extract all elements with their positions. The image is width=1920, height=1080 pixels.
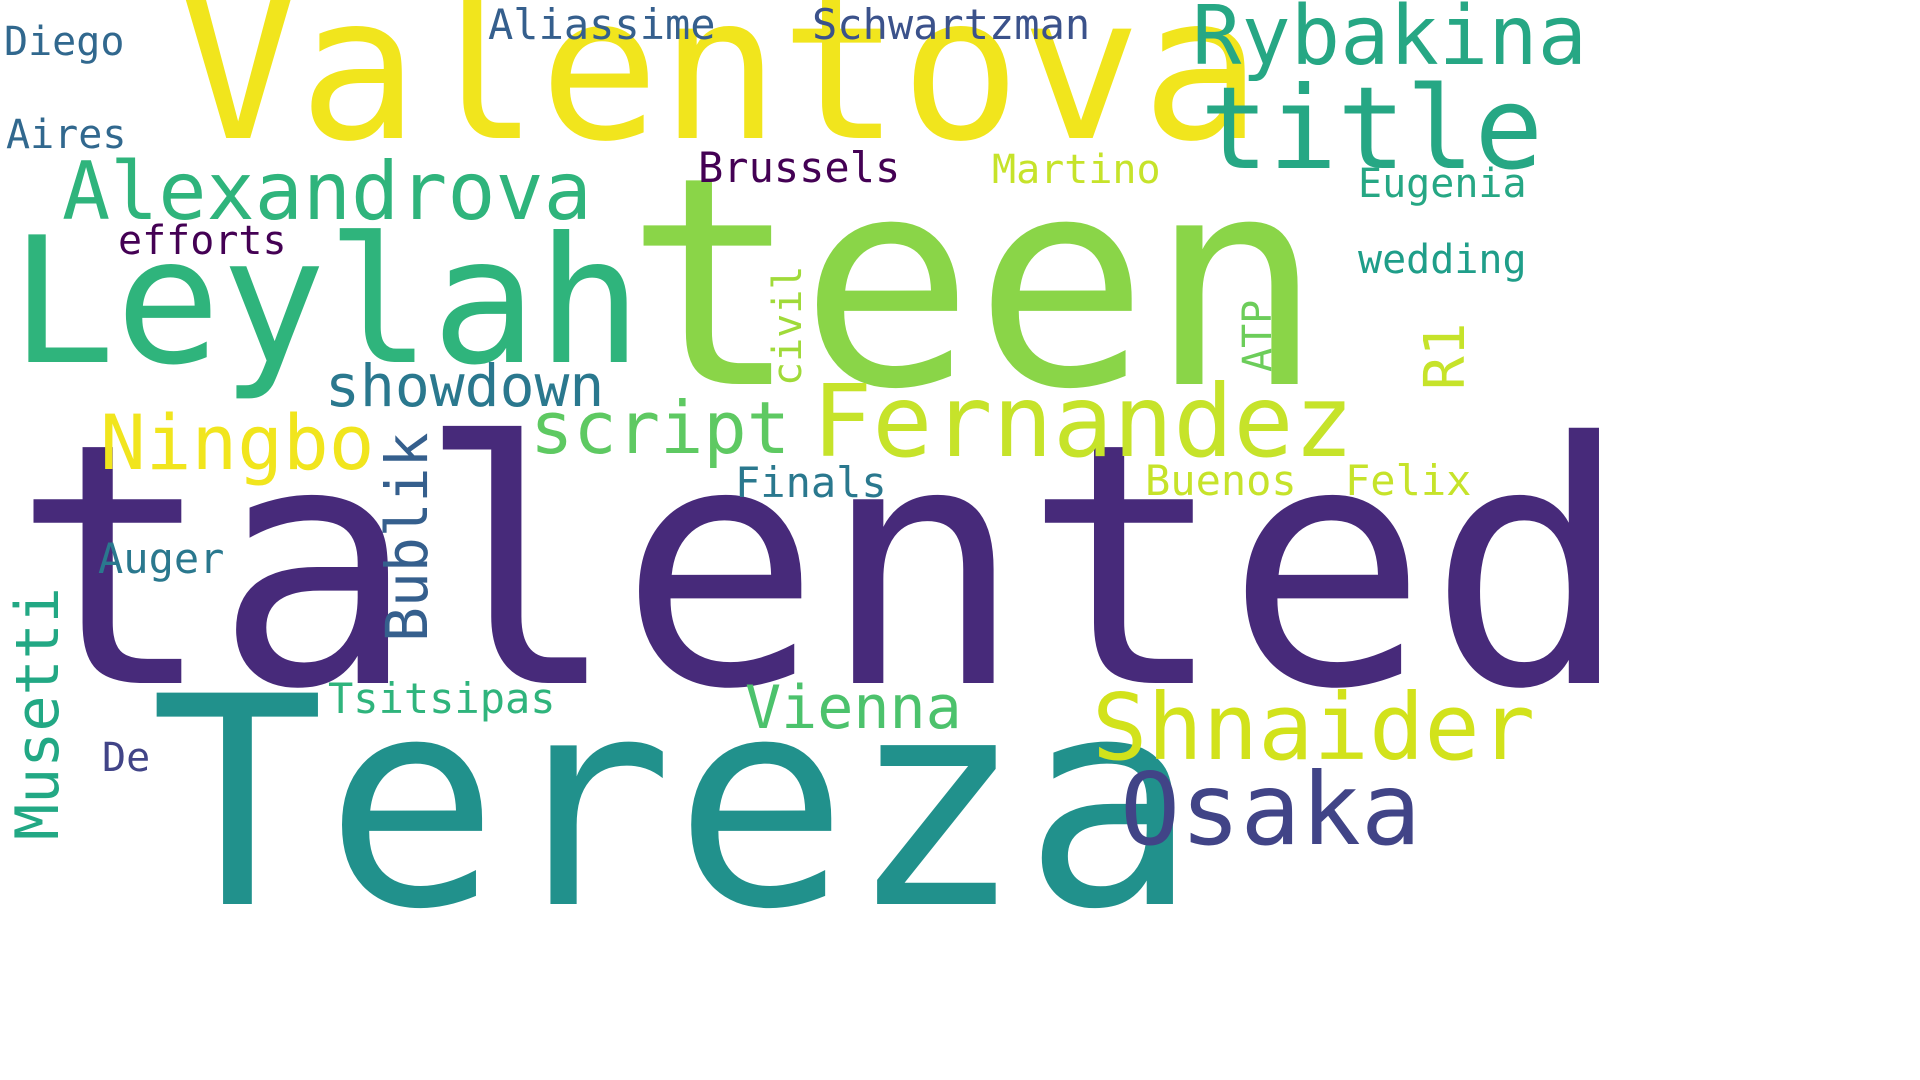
- word-auger: Auger: [98, 534, 225, 583]
- word-rybakina: Rybakina: [1192, 0, 1587, 84]
- word-buenos: Buenos: [1145, 456, 1297, 505]
- word-musetti: Musetti: [3, 587, 73, 840]
- word-de: De: [102, 735, 151, 781]
- word-felix: Felix: [1345, 456, 1472, 505]
- word-bublik: Bublik: [373, 432, 441, 642]
- word-ningbo: Ningbo: [100, 398, 375, 487]
- word-aliassime: Aliassime: [488, 0, 716, 49]
- word-teen: teen: [625, 116, 1324, 453]
- word-schwartzman: Schwartzman: [812, 0, 1091, 49]
- word-tereza: Tereza: [150, 636, 1198, 973]
- word-civil: civil: [765, 265, 811, 386]
- word-script: script: [530, 386, 791, 470]
- word-shnaider: Shnaider: [1092, 674, 1536, 781]
- word-wedding: wedding: [1358, 237, 1527, 283]
- word-valentova: Valentova: [178, 0, 1262, 186]
- word-martino: Martino: [992, 147, 1161, 193]
- word-aires: Aires: [6, 112, 127, 158]
- word-efforts: efforts: [118, 218, 287, 264]
- word-atp: ATP: [1235, 299, 1281, 372]
- word-vienna: Vienna: [745, 673, 962, 743]
- word-diego: Diego: [4, 19, 125, 65]
- word-finals: Finals: [735, 458, 887, 507]
- word-talented: talented: [12, 372, 1631, 763]
- word-fernandez: Fernandez: [812, 363, 1354, 480]
- word-brussels: Brussels: [698, 143, 901, 192]
- word-eugenia: Eugenia: [1358, 161, 1527, 207]
- word-tsitsipas: Tsitsipas: [328, 674, 556, 723]
- word-showdown: showdown: [325, 352, 605, 420]
- word-leylah: Leylah: [10, 201, 643, 404]
- word-title: title: [1200, 62, 1544, 195]
- word-alexandrova: Alexandrova: [62, 145, 592, 238]
- word-osaka: Osaka: [1120, 751, 1422, 868]
- word-r1: R1: [1413, 322, 1478, 390]
